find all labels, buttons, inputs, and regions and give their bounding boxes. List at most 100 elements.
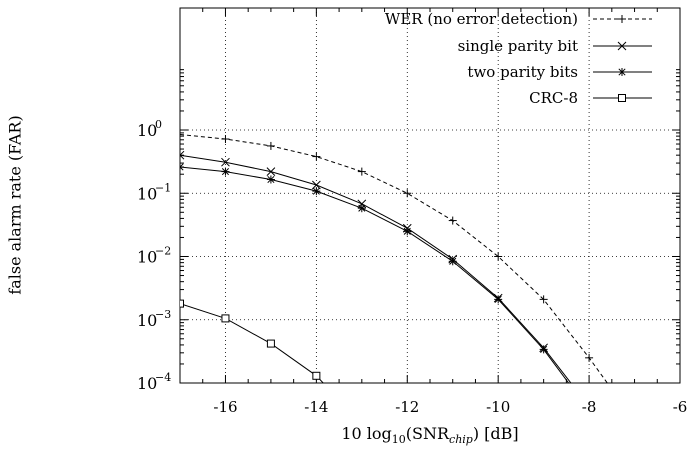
data-point bbox=[494, 295, 503, 304]
x-axis-label: 10 log10(SNRchip) [dB] bbox=[180, 424, 680, 446]
data-point bbox=[221, 135, 230, 144]
y-tick-label-base: 10 bbox=[137, 121, 157, 140]
x-marker-b bbox=[221, 157, 230, 167]
x-marker-b bbox=[180, 150, 185, 156]
x-marker-b bbox=[266, 167, 276, 176]
y-tick-label-base: 10 bbox=[137, 311, 157, 330]
x-axis-label-suffix: ) [dB] bbox=[472, 424, 519, 443]
data-point bbox=[312, 187, 321, 196]
series-star bbox=[180, 163, 570, 383]
x-tick-label: -6 bbox=[673, 398, 688, 416]
legend-entry: WER (no error detection) bbox=[385, 10, 652, 28]
square-marker bbox=[618, 94, 626, 102]
series-line bbox=[180, 166, 570, 383]
star-marker-d2 bbox=[494, 295, 502, 303]
data-point bbox=[312, 371, 321, 380]
series-clip-group bbox=[180, 134, 608, 383]
data-point bbox=[221, 314, 230, 323]
star-marker-d2 bbox=[358, 204, 366, 212]
legend-label: single parity bit bbox=[458, 37, 578, 55]
plot-area bbox=[180, 134, 608, 383]
y-tick-label-exponent: −1 bbox=[155, 181, 171, 194]
x-marker-a bbox=[180, 154, 185, 160]
data-point bbox=[448, 216, 457, 225]
square-marker bbox=[221, 314, 230, 323]
y-tick-label: 10−1 bbox=[137, 181, 171, 203]
x-axis-label-mid: (SNR bbox=[405, 424, 450, 443]
star-marker-d2 bbox=[221, 168, 230, 176]
legend-entry: two parity bits bbox=[467, 63, 652, 81]
y-tick-label-base: 10 bbox=[137, 184, 157, 203]
data-point bbox=[357, 199, 367, 209]
legend-label: two parity bits bbox=[467, 63, 578, 81]
legend-label: WER (no error detection) bbox=[385, 10, 578, 28]
y-axis-label-box: false alarm rate (FAR) bbox=[0, 0, 30, 453]
x-axis-label-log-base: 10 bbox=[391, 433, 406, 447]
series-line bbox=[180, 303, 324, 383]
series-line bbox=[180, 134, 608, 383]
square-marker bbox=[266, 339, 275, 348]
y-tick-label-exponent: 0 bbox=[155, 118, 162, 131]
legend: WER (no error detection) single parity bi… bbox=[385, 10, 652, 107]
x-marker-b bbox=[357, 199, 367, 209]
series-line bbox=[180, 154, 572, 383]
y-tick-label: 10−3 bbox=[137, 308, 171, 330]
data-point bbox=[221, 167, 230, 176]
x-tick-label: -16 bbox=[213, 398, 237, 416]
data-point bbox=[266, 141, 275, 150]
x-marker-b bbox=[617, 41, 627, 51]
series-plus bbox=[180, 134, 608, 383]
star-marker-d2 bbox=[312, 187, 320, 195]
data-point bbox=[448, 257, 457, 266]
square-marker bbox=[312, 371, 321, 380]
legend-entry: single parity bit bbox=[458, 37, 652, 55]
star-marker-d2 bbox=[403, 227, 411, 235]
star-marker-d2 bbox=[449, 257, 457, 265]
x-tick-label: -14 bbox=[304, 398, 328, 416]
data-point bbox=[221, 157, 230, 167]
x-tick-label: -12 bbox=[395, 398, 419, 416]
legend-label: CRC-8 bbox=[529, 89, 578, 107]
star-marker-d2 bbox=[267, 175, 275, 184]
data-point bbox=[312, 180, 321, 190]
legend-entry: CRC-8 bbox=[529, 89, 652, 107]
series-x bbox=[180, 150, 572, 383]
y-tick-label-base: 10 bbox=[137, 248, 157, 267]
y-tick-label-exponent: −2 bbox=[155, 245, 171, 258]
y-tick-label: 10−2 bbox=[137, 245, 171, 267]
data-point bbox=[266, 339, 275, 348]
square-marker bbox=[180, 299, 184, 308]
y-tick-label: 100 bbox=[137, 118, 162, 140]
y-tick-label-exponent: −4 bbox=[155, 371, 171, 384]
data-point bbox=[180, 163, 184, 172]
star-marker-d2 bbox=[180, 163, 184, 168]
data-point bbox=[180, 299, 184, 308]
y-tick-label-base: 10 bbox=[137, 374, 157, 393]
star-marker-d2 bbox=[618, 68, 626, 76]
data-point bbox=[266, 175, 275, 184]
y-axis-label: false alarm rate (FAR) bbox=[5, 115, 25, 295]
x-tick-label: -10 bbox=[486, 398, 510, 416]
data-point bbox=[403, 227, 412, 236]
data-point bbox=[494, 252, 503, 261]
data-point bbox=[539, 345, 548, 354]
x-tick-label: -8 bbox=[582, 398, 597, 416]
grid-lines bbox=[180, 8, 680, 383]
series-square bbox=[180, 299, 324, 383]
y-tick-label: 10−4 bbox=[137, 371, 171, 393]
star-marker-d1 bbox=[180, 166, 184, 171]
data-point bbox=[357, 204, 366, 213]
data-point bbox=[357, 167, 366, 176]
data-point bbox=[585, 353, 594, 362]
plot-frame bbox=[179, 7, 681, 384]
data-point bbox=[312, 152, 321, 161]
x-axis-label-sub: chip bbox=[449, 433, 473, 447]
y-tick-label-exponent: −3 bbox=[155, 308, 171, 321]
data-point bbox=[266, 167, 276, 176]
star-marker-d2 bbox=[540, 345, 548, 353]
data-point bbox=[180, 150, 185, 160]
x-axis-label-prefix: 10 log bbox=[341, 424, 392, 443]
data-point bbox=[539, 295, 548, 304]
